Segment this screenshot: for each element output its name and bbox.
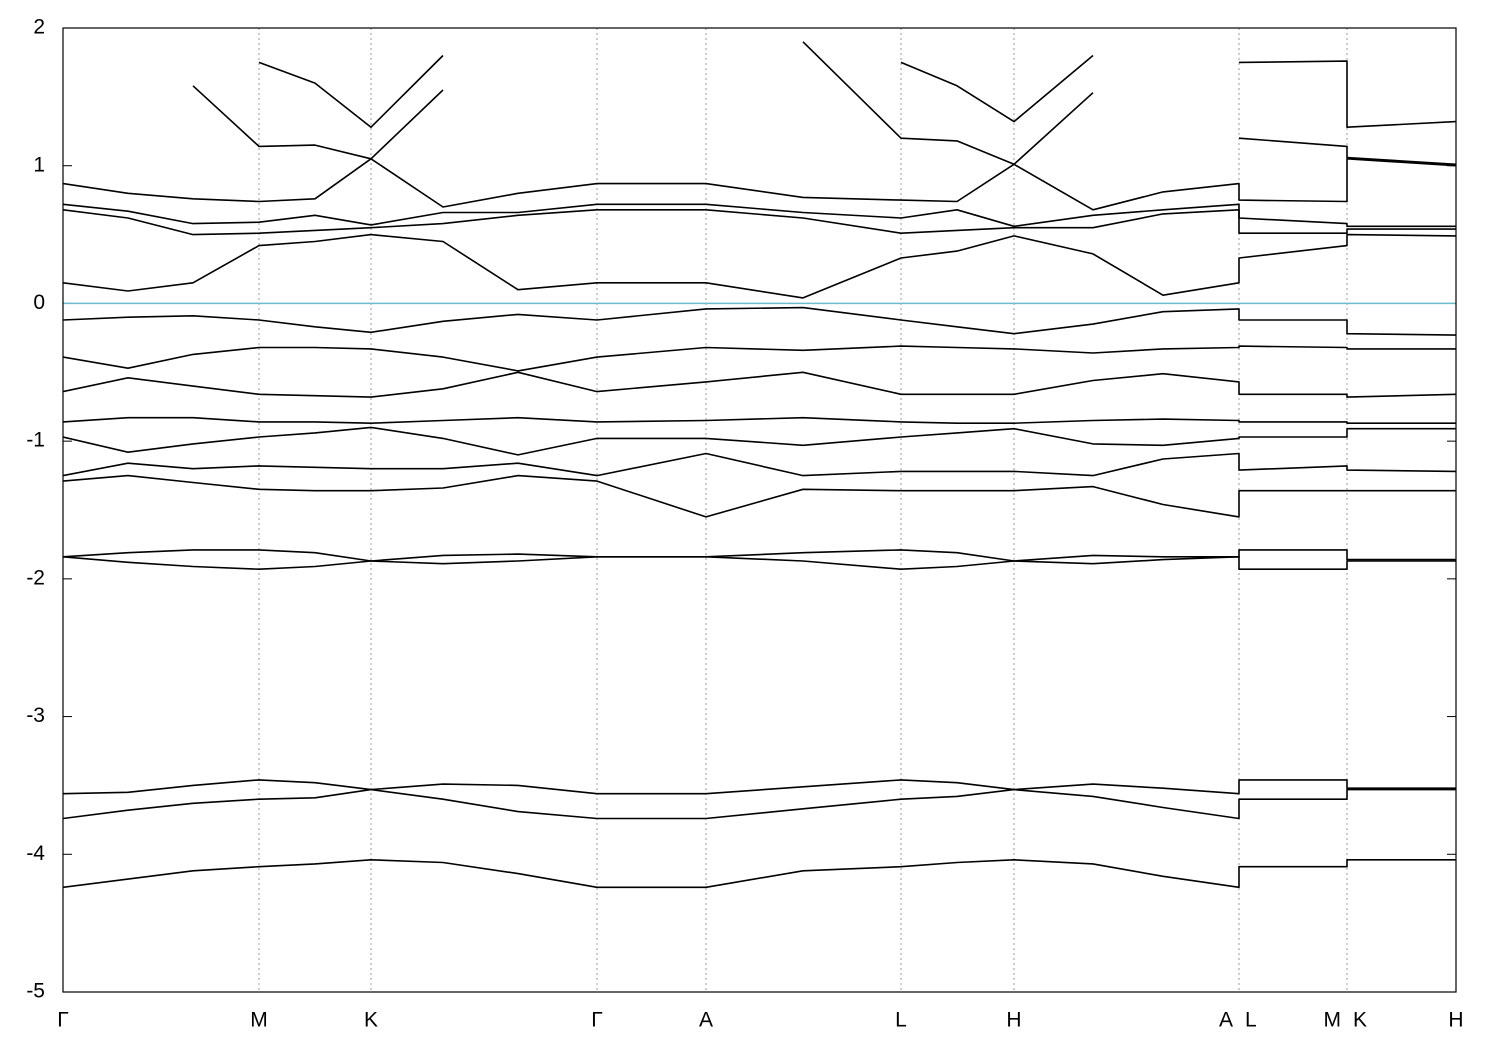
y-tick-label: -2	[26, 566, 45, 589]
band-line	[63, 416, 1456, 424]
band-line	[258, 54, 1456, 128]
band-line	[63, 371, 1456, 398]
x-tick-label: H	[1006, 1009, 1021, 1032]
band-line	[63, 426, 1456, 456]
band-line	[63, 452, 1456, 477]
x-tick-label: M	[1324, 1009, 1342, 1032]
x-tick-label: Γ	[591, 1009, 603, 1032]
x-tick-label: H	[1448, 1009, 1463, 1032]
x-tick-label: K	[1353, 1009, 1367, 1032]
x-tick-label: L	[1245, 1009, 1257, 1032]
x-tick-label: M	[250, 1009, 268, 1032]
y-tick-label: -1	[26, 429, 45, 452]
x-tick-label: L	[895, 1009, 907, 1032]
band-line	[63, 779, 1456, 795]
y-tick-label: 1	[33, 153, 45, 176]
band-line	[63, 474, 1456, 518]
y-tick-label: -4	[26, 842, 45, 865]
band-line	[63, 556, 1456, 570]
band-line	[63, 209, 1456, 236]
band-line	[63, 345, 1456, 372]
y-tick-label: -3	[26, 704, 45, 727]
y-tick-label: -5	[26, 980, 45, 1003]
band-line	[63, 158, 1456, 211]
y-tick-label: 2	[33, 16, 45, 39]
bands	[63, 41, 1456, 889]
band-line	[63, 788, 1456, 820]
x-tick-label: A	[1219, 1009, 1233, 1032]
band-line	[63, 859, 1456, 889]
band-line	[63, 549, 1456, 562]
x-tick-label: A	[699, 1009, 713, 1032]
x-tick-label: K	[364, 1009, 378, 1032]
band-line	[192, 41, 1456, 166]
x-tick-label: Γ	[57, 1009, 69, 1032]
band-line	[63, 306, 1456, 336]
band-line	[63, 203, 1456, 228]
plot-frame	[62, 27, 1457, 993]
band-line	[63, 233, 1456, 299]
y-tick-label: 0	[33, 291, 45, 314]
